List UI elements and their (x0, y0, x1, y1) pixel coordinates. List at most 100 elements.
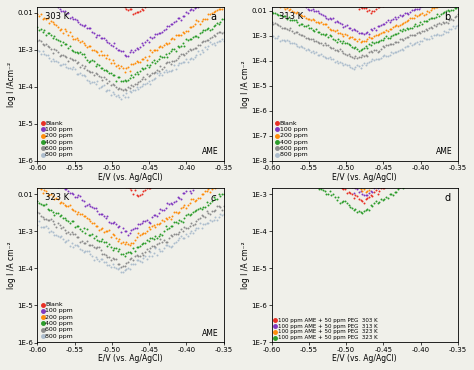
600 ppm (331, 47, 338, 53)
Blank (287, 0, 294, 1)
Text: b: b (444, 11, 451, 21)
100 ppm AME + 50 ppm PEG  323 K (305, 175, 313, 181)
100 ppm AME + 50 ppm PEG  323 K (328, 172, 335, 178)
600 ppm (140, 74, 147, 80)
200 ppm (61, 202, 69, 208)
200 ppm (218, 177, 226, 183)
Blank (82, 172, 89, 178)
100 ppm (157, 206, 164, 212)
800 ppm (276, 38, 284, 44)
Blank (53, 172, 60, 178)
100 ppm AME + 50 ppm PEG  323 K (449, 172, 456, 178)
100 ppm AME + 50 ppm PEG  313 K (274, 172, 282, 178)
100 ppm (295, 0, 303, 5)
100 ppm (140, 43, 147, 48)
100 ppm AME + 50 ppm PEG  323 K (440, 172, 448, 178)
100 ppm AME + 50 ppm PEG  303 K (430, 172, 438, 178)
100 ppm AME + 50 ppm PEG  303 K (336, 183, 344, 189)
Blank (331, 0, 338, 1)
Blank (78, 172, 86, 178)
200 ppm (220, 4, 228, 10)
100 ppm (73, 17, 81, 23)
100 ppm AME + 50 ppm PEG  313 K (307, 172, 315, 178)
400 ppm (42, 201, 50, 207)
200 ppm (112, 63, 120, 68)
100 ppm (138, 220, 146, 226)
600 ppm (88, 242, 96, 248)
600 ppm (64, 58, 72, 64)
Blank (400, 0, 407, 1)
Blank (411, 0, 419, 1)
100 ppm AME + 50 ppm PEG  323 K (336, 200, 344, 206)
Blank (340, 0, 347, 1)
600 ppm (47, 46, 55, 51)
100 ppm (99, 35, 106, 41)
100 ppm AME + 50 ppm PEG  313 K (343, 180, 351, 186)
Blank (59, 172, 67, 178)
100 ppm (34, 172, 41, 178)
400 ppm (196, 30, 204, 36)
400 ppm (78, 228, 86, 234)
100 ppm (100, 213, 108, 219)
600 ppm (153, 241, 161, 247)
400 ppm (74, 51, 82, 57)
800 ppm (152, 75, 159, 81)
400 ppm (128, 73, 135, 78)
600 ppm (415, 29, 422, 35)
100 ppm AME + 50 ppm PEG  323 K (304, 178, 311, 184)
400 ppm (175, 216, 183, 222)
600 ppm (377, 47, 385, 53)
100 ppm AME + 50 ppm PEG  303 K (357, 198, 365, 204)
800 ppm (341, 61, 349, 67)
200 ppm (80, 213, 87, 219)
100 ppm AME + 50 ppm PEG  313 K (345, 182, 352, 188)
400 ppm (138, 240, 146, 246)
600 ppm (102, 252, 109, 258)
400 ppm (35, 27, 43, 33)
100 ppm (205, 174, 212, 180)
100 ppm (146, 34, 154, 40)
800 ppm (179, 235, 187, 241)
400 ppm (80, 225, 87, 231)
600 ppm (333, 47, 340, 53)
800 ppm (39, 48, 46, 54)
100 ppm (198, 180, 205, 186)
800 ppm (400, 47, 407, 53)
100 ppm (63, 186, 70, 192)
100 ppm AME + 50 ppm PEG  323 K (314, 183, 321, 189)
800 ppm (297, 43, 304, 49)
100 ppm (299, 2, 306, 8)
400 ppm (105, 70, 113, 75)
200 ppm (211, 8, 219, 14)
100 ppm (56, 180, 64, 186)
800 ppm (162, 67, 169, 73)
200 ppm (333, 27, 340, 33)
100 ppm AME + 50 ppm PEG  313 K (370, 185, 378, 191)
600 ppm (150, 70, 157, 75)
400 ppm (287, 17, 294, 23)
400 ppm (167, 223, 174, 229)
400 ppm (153, 58, 161, 64)
200 ppm (160, 43, 168, 48)
800 ppm (53, 232, 60, 238)
400 ppm (114, 248, 121, 253)
800 ppm (85, 78, 92, 84)
400 ppm (155, 233, 163, 239)
800 ppm (288, 40, 296, 46)
Blank (169, 172, 176, 178)
100 ppm AME + 50 ppm PEG  323 K (348, 205, 356, 211)
100 ppm (121, 228, 128, 233)
100 ppm AME + 50 ppm PEG  323 K (451, 172, 458, 178)
200 ppm (80, 40, 87, 46)
100 ppm AME + 50 ppm PEG  313 K (396, 172, 404, 178)
200 ppm (59, 30, 67, 36)
100 ppm (104, 39, 111, 45)
100 ppm AME + 50 ppm PEG  323 K (388, 172, 395, 178)
200 ppm (100, 52, 108, 58)
800 ppm (131, 87, 138, 92)
800 ppm (293, 43, 301, 49)
200 ppm (386, 26, 393, 32)
100 ppm AME + 50 ppm PEG  323 K (350, 206, 357, 212)
200 ppm (406, 15, 414, 21)
100 ppm AME + 50 ppm PEG  313 K (374, 185, 382, 191)
